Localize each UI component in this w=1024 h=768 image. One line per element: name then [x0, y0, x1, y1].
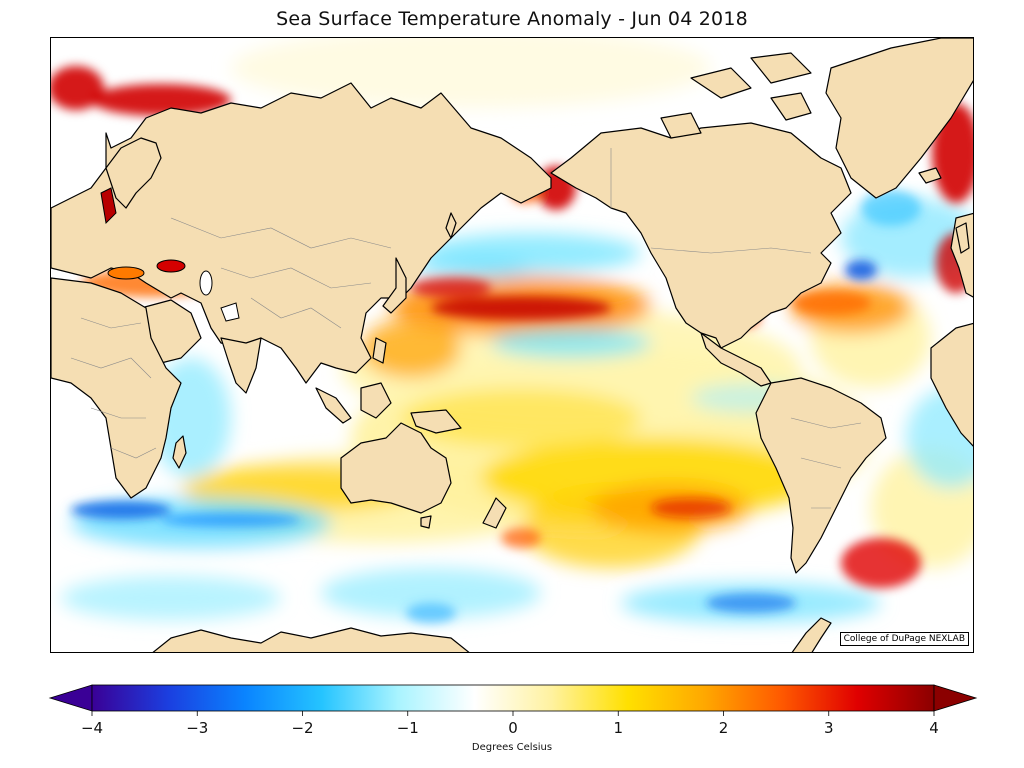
- credit-label: College of DuPage NEXLAB: [839, 632, 969, 646]
- land-masses: [51, 38, 973, 652]
- south-america-landmass: [755, 377, 887, 574]
- new-guinea-landmass: [410, 409, 462, 434]
- colorbar-tick-label: −2: [291, 719, 314, 737]
- africa-right-edge: [930, 322, 973, 447]
- anomaly-blobs-strong: [51, 66, 973, 623]
- arctic-island-1: [690, 67, 752, 99]
- tasmania-landmass: [420, 515, 432, 529]
- colorbar-tick-label: −4: [80, 719, 104, 737]
- political-borders: [70, 148, 862, 509]
- north-america-landmass: [550, 122, 852, 349]
- central-america-landmass: [700, 332, 772, 387]
- colorbar-tick-label: 3: [823, 719, 834, 737]
- greenland-landmass: [825, 38, 973, 199]
- colorbar-label: Degrees Celsius: [471, 742, 553, 753]
- philippines-landmass: [372, 337, 387, 364]
- colorbar-tick-label: 4: [929, 719, 939, 737]
- australia-landmass: [340, 422, 452, 514]
- arctic-island-2: [750, 52, 812, 84]
- colorbar-tick-label: −1: [396, 719, 419, 737]
- new-zealand-landmass: [482, 497, 507, 529]
- madagascar-landmass: [172, 435, 187, 469]
- india-landmass: [220, 337, 262, 394]
- africa-landmass: [51, 277, 182, 499]
- japan-landmass: [382, 257, 407, 314]
- sakhalin-landmass: [445, 212, 457, 239]
- colorbar-high-extension: [933, 684, 978, 712]
- borneo-landmass: [360, 382, 392, 419]
- colorbar: [48, 682, 978, 722]
- map-canvas: [51, 38, 973, 652]
- colorbar-low-extension: [48, 684, 93, 712]
- iceland: [918, 167, 942, 184]
- colorbar-gradient: [91, 684, 935, 712]
- arctic-island-4: [770, 92, 812, 121]
- colorbar-tick-label: 0: [508, 719, 518, 737]
- colorbar-tick-label: 2: [718, 719, 729, 737]
- colorbar-svg: [48, 684, 978, 716]
- antarctic-peninsula: [791, 617, 832, 652]
- colorbar-tick-marks: [91, 711, 935, 716]
- british-isles: [955, 222, 970, 254]
- ocean-anomaly-field: [51, 38, 973, 652]
- sumatra-landmass: [315, 387, 352, 424]
- scandinavia-landmass: [105, 137, 162, 209]
- colorbar-tick-label: −3: [186, 719, 209, 737]
- map-title: Sea Surface Temperature Anomaly - Jun 04…: [276, 8, 748, 30]
- colorbar-tick-label: 1: [613, 719, 624, 737]
- antarctica-landmass: [152, 627, 470, 652]
- sst-anomaly-map: College of DuPage NEXLAB: [50, 37, 974, 653]
- arctic-island-3: [660, 112, 702, 139]
- inland-water: [100, 187, 240, 322]
